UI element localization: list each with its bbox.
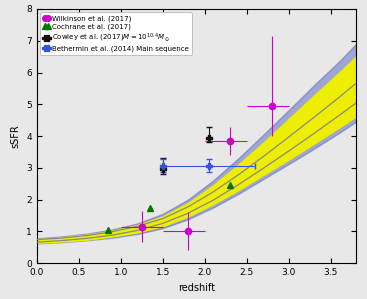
X-axis label: redshift: redshift xyxy=(178,283,215,292)
Legend: Wilkinson et al. (2017), Cochrane et al. (2017), Cowley et al. (2017)$M = 10^{10: Wilkinson et al. (2017), Cochrane et al.… xyxy=(40,13,192,55)
Y-axis label: sSFR: sSFR xyxy=(11,124,21,148)
